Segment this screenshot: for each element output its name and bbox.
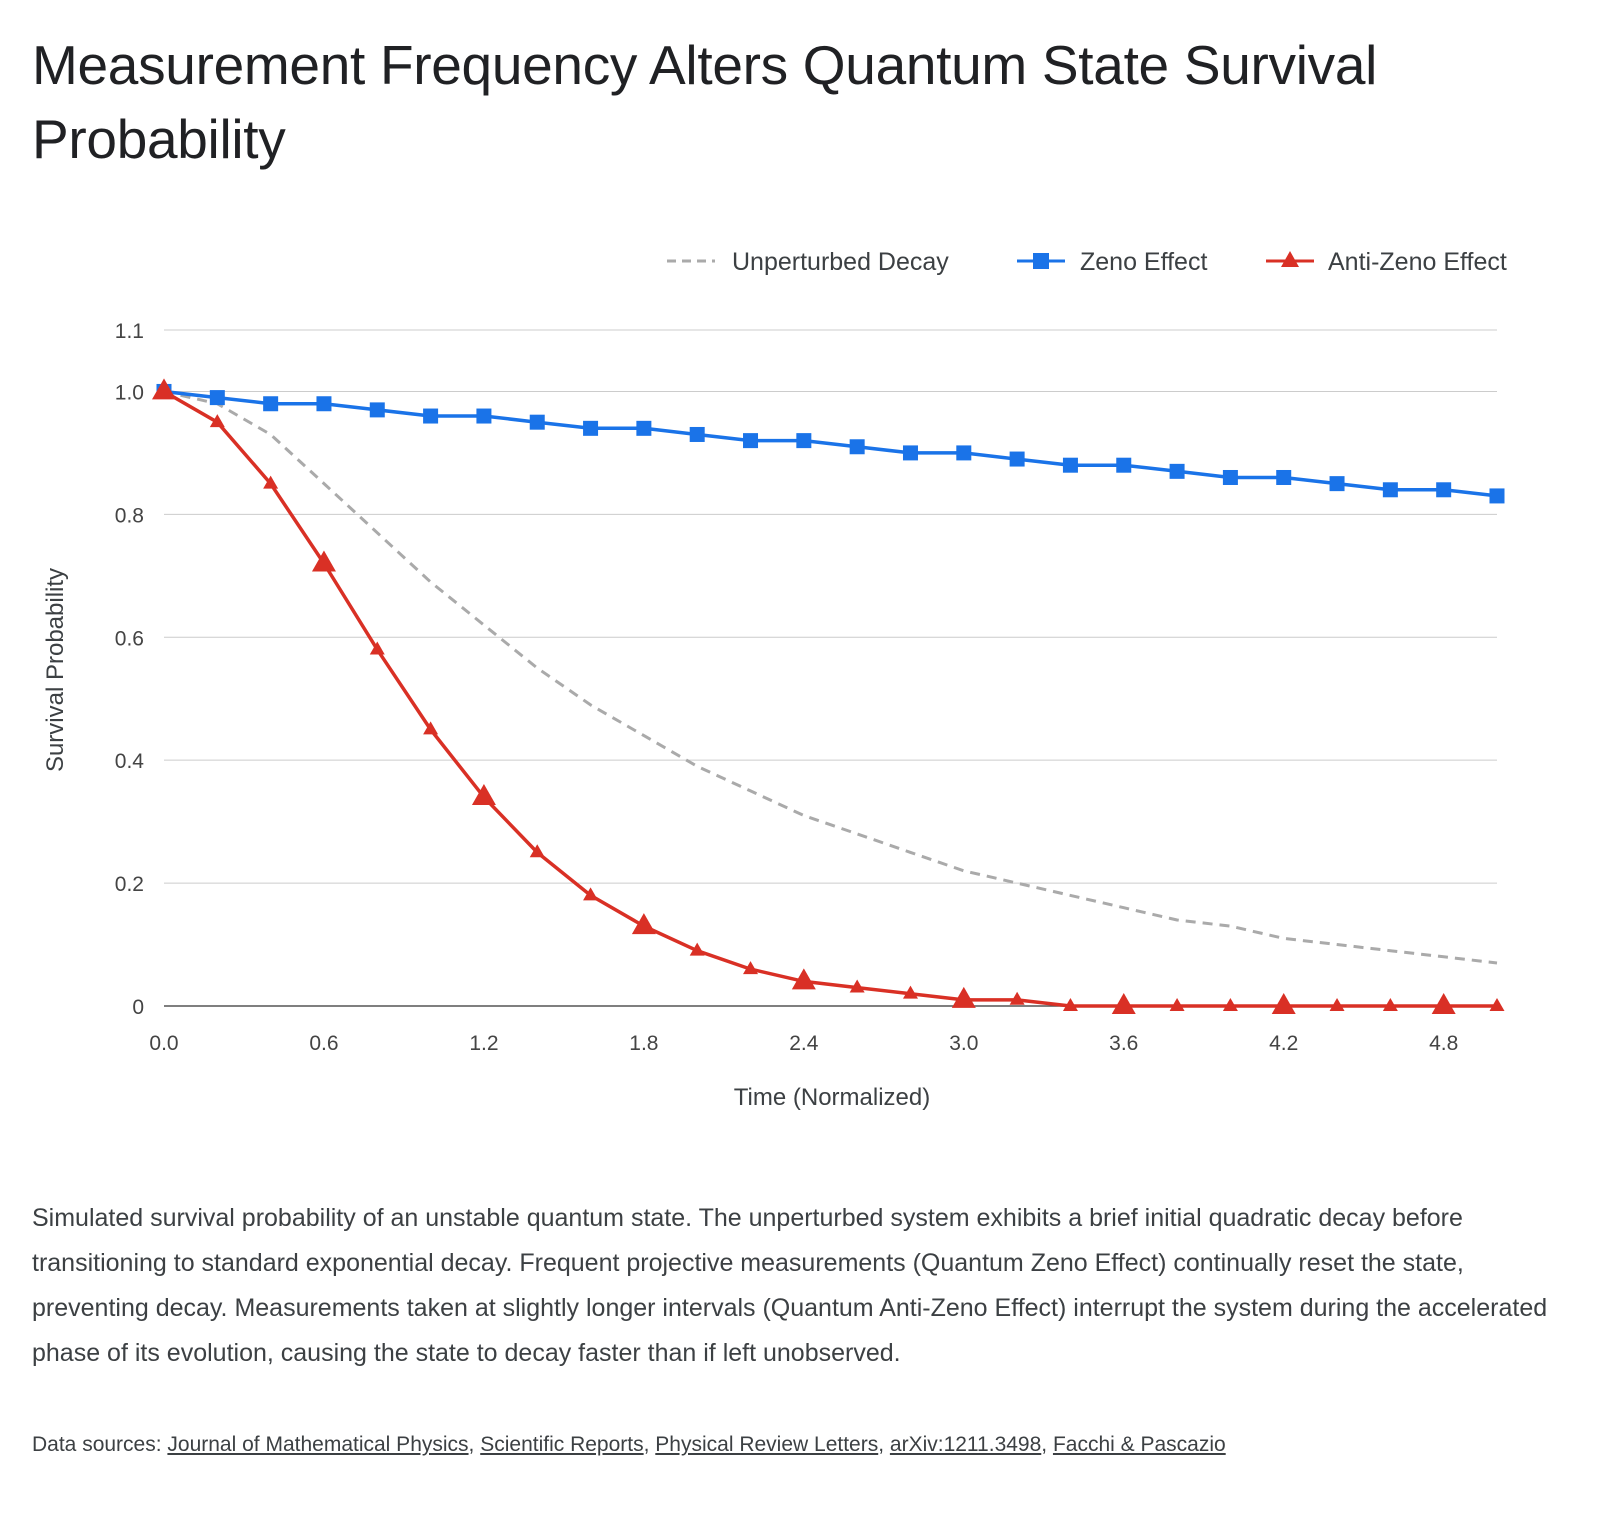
chart-caption: Simulated survival probability of an uns… [32, 1204, 1548, 1367]
data-point [1329, 476, 1345, 492]
data-point [1276, 469, 1292, 485]
gridlines [164, 329, 1497, 1007]
x-tick-label: 3.0 [949, 1032, 978, 1055]
data-point [1489, 488, 1505, 504]
data-point [743, 433, 759, 449]
data-point [849, 979, 865, 993]
data-point [263, 396, 279, 412]
data-point [1062, 997, 1078, 1011]
data-point [689, 942, 705, 956]
source-link-facchi-pascazio[interactable]: Facchi & Pascazio [1052, 1433, 1226, 1456]
series-anti-zeno-effect [152, 378, 1505, 1014]
data-point [1062, 457, 1078, 473]
data-point [1271, 992, 1296, 1014]
data-point [316, 396, 332, 412]
data-sources: Data sources: Journal of Mathematical Ph… [32, 1433, 1226, 1456]
data-point [902, 445, 918, 461]
legend-square-marker [1033, 253, 1049, 269]
x-tick-label: 0.6 [309, 1032, 338, 1055]
legend: Unperturbed Decay Zeno Effect Anti-Zeno Ef… [667, 248, 1507, 276]
data-sources-label: Data sources: [32, 1433, 162, 1456]
x-tick-label: 3.6 [1109, 1032, 1138, 1055]
y-tick-label: 1.0 [115, 381, 144, 404]
source-link-scientific-reports[interactable]: Scientific Reports [480, 1433, 644, 1456]
data-point [1382, 482, 1398, 498]
legend-label: Unperturbed Decay [732, 248, 949, 276]
data-point [471, 784, 496, 806]
data-point [902, 985, 918, 999]
data-point [1169, 463, 1185, 479]
data-point [1009, 451, 1025, 467]
chart-title: Measurement Frequency Alters Quantum Sta… [32, 34, 1378, 170]
legend-item-unperturbed-decay[interactable]: Unperturbed Decay [667, 248, 949, 276]
data-point [209, 390, 225, 406]
data-point [791, 968, 816, 990]
data-point [1382, 997, 1398, 1011]
data-point [369, 402, 385, 418]
x-tick-label: 1.8 [629, 1032, 658, 1055]
legend-label: Zeno Effect [1080, 248, 1207, 276]
data-point [529, 414, 545, 430]
data-point [1222, 997, 1238, 1011]
data-point [1431, 992, 1456, 1014]
data-point [209, 414, 225, 428]
series-line-anti-zeno-effect [163, 389, 1497, 1008]
series-line-unperturbed-decay [163, 390, 1498, 965]
source-link-arxiv[interactable]: arXiv:1211.3498 [889, 1433, 1042, 1456]
y-tick-label: 0 [132, 996, 144, 1019]
data-point [1329, 997, 1345, 1011]
series-group [152, 378, 1505, 1014]
data-point [1009, 991, 1025, 1005]
series-zeno-effect [156, 383, 1505, 504]
data-point [1222, 469, 1238, 485]
x-axis-label: Time (Normalized) [734, 1084, 930, 1111]
series-line-zeno-effect [163, 389, 1498, 498]
data-point [423, 721, 439, 735]
x-tick-label: 4.2 [1269, 1032, 1298, 1055]
data-point [631, 913, 656, 935]
data-point [689, 426, 705, 442]
x-axis-ticks: 0.0 0.6 1.2 1.8 2.4 3.0 3.6 4.2 4.8 [149, 1032, 1458, 1055]
data-point [636, 420, 652, 436]
data-point [529, 844, 545, 858]
x-tick-label: 1.2 [469, 1032, 498, 1055]
source-link-prl[interactable]: Physical Review Letters [655, 1433, 879, 1456]
legend-item-anti-zeno-effect[interactable]: Anti-Zeno Effect [1266, 248, 1507, 276]
data-point [423, 408, 439, 424]
data-point [796, 433, 812, 449]
data-point [1436, 482, 1452, 498]
data-point [583, 887, 599, 901]
y-axis-ticks: 0 0.2 0.4 0.6 0.8 1.0 1.1 [115, 320, 145, 1019]
data-point [956, 445, 972, 461]
y-tick-label: 0.8 [115, 504, 144, 527]
series-unperturbed-decay [163, 390, 1498, 965]
y-tick-label: 1.1 [115, 320, 144, 343]
y-axis-label: Survival Probability [42, 568, 69, 772]
data-point [743, 961, 759, 975]
y-tick-label: 0.4 [115, 750, 145, 773]
x-tick-label: 2.4 [789, 1032, 819, 1055]
data-point [849, 439, 865, 455]
data-point [263, 475, 279, 489]
data-point [369, 641, 385, 655]
y-tick-label: 0.2 [115, 873, 144, 896]
data-point [1116, 457, 1132, 473]
legend-label: Anti-Zeno Effect [1328, 248, 1507, 276]
line-chart: Unperturbed Decay Zeno Effect Anti-Zeno Ef… [42, 248, 1507, 1111]
data-point [152, 378, 176, 400]
x-tick-label: 4.8 [1429, 1032, 1458, 1055]
legend-item-zeno-effect[interactable]: Zeno Effect [1017, 248, 1207, 276]
data-point [1111, 992, 1136, 1014]
data-point [476, 408, 492, 424]
x-tick-label: 0.0 [149, 1032, 178, 1055]
data-point [1489, 997, 1505, 1011]
data-point [1169, 997, 1185, 1011]
data-point [311, 550, 336, 572]
data-point [951, 986, 976, 1008]
legend-triangle-marker [1281, 251, 1299, 267]
data-point [583, 420, 599, 436]
source-link-jmp[interactable]: Journal of Mathematical Physics [167, 1433, 469, 1456]
y-tick-label: 0.6 [115, 627, 144, 650]
